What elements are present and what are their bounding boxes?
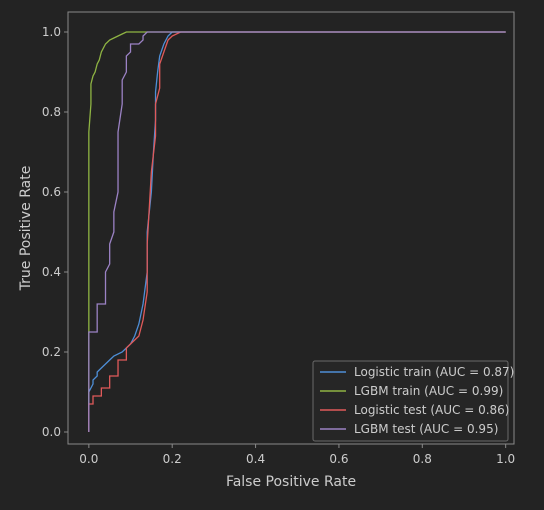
x-axis-label: False Positive Rate (226, 474, 356, 490)
y-tick-label-2: 0.4 (42, 265, 61, 279)
series-line-0 (88, 31, 506, 432)
y-axis-ticks: 0.0 0.2 0.4 0.6 0.8 1.0 (42, 25, 68, 439)
x-tick-label-0: 0.0 (79, 452, 98, 466)
x-tick-label-3: 0.6 (329, 452, 348, 466)
series-line-3 (88, 31, 506, 432)
legend-label-2: Logistic test (AUC = 0.86) (354, 403, 509, 417)
y-tick-label-5: 1.0 (42, 25, 61, 39)
x-tick-label-4: 0.8 (413, 452, 432, 466)
legend: Logistic train (AUC = 0.87) LGBM train (A… (312, 360, 514, 442)
x-tick-label-2: 0.4 (246, 452, 265, 466)
y-axis-label: True Positive Rate (18, 166, 34, 292)
x-tick-label-1: 0.2 (163, 452, 182, 466)
legend-label-3: LGBM test (AUC = 0.95) (354, 422, 498, 436)
legend-label-0: Logistic train (AUC = 0.87) (354, 365, 514, 379)
series-layer (88, 31, 506, 432)
y-tick-label-0: 0.0 (42, 425, 61, 439)
legend-items: Logistic train (AUC = 0.87) LGBM train (A… (320, 365, 514, 436)
series-line-1 (88, 31, 506, 432)
y-tick-label-3: 0.6 (42, 185, 61, 199)
y-tick-label-1: 0.2 (42, 345, 61, 359)
x-axis-ticks: 0.0 0.2 0.4 0.6 0.8 1.0 (79, 444, 515, 466)
legend-box (312, 360, 509, 442)
y-tick-label-4: 0.8 (42, 105, 61, 119)
x-tick-label-5: 1.0 (496, 452, 515, 466)
legend-label-1: LGBM train (AUC = 0.99) (354, 384, 503, 398)
series-line-2 (88, 31, 506, 432)
axes-frame (67, 11, 515, 445)
